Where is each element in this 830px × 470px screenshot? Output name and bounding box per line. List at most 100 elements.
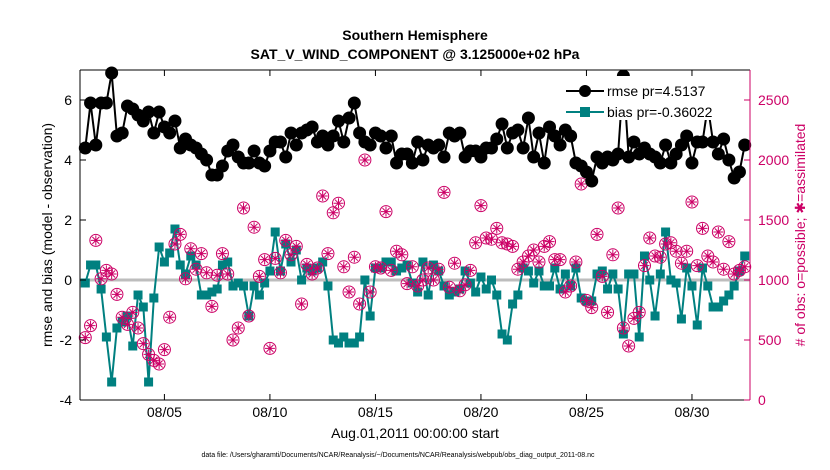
bias-point xyxy=(323,281,333,291)
assimilated-obs-point xyxy=(628,313,639,324)
possible-obs-point xyxy=(632,305,646,319)
assimilated-obs-point xyxy=(85,320,96,331)
bias-point xyxy=(502,335,512,345)
possible-obs-point xyxy=(279,233,293,247)
bias-point xyxy=(80,278,90,288)
assimilated-obs-point xyxy=(317,191,328,201)
rmse-point xyxy=(432,138,446,152)
assimilated-obs-point xyxy=(491,223,502,234)
assimilated-obs-point xyxy=(322,248,333,259)
assimilated-obs-point xyxy=(359,155,370,165)
bias-point xyxy=(587,296,597,306)
possible-obs-point xyxy=(205,299,219,313)
possible-obs-point xyxy=(690,259,704,273)
bias-point xyxy=(708,302,718,312)
bias-point xyxy=(196,290,206,300)
assimilated-obs-point xyxy=(375,263,386,273)
possible-obs-point xyxy=(643,231,657,245)
bias-point xyxy=(154,242,164,252)
plot-area xyxy=(80,70,750,400)
rmse-point xyxy=(258,159,272,173)
rmse-point xyxy=(142,105,156,119)
rmse-point xyxy=(564,129,578,143)
rmse-point xyxy=(105,66,119,80)
assimilated-obs-point xyxy=(117,312,128,323)
bias-point xyxy=(397,263,407,273)
assimilated-obs-point xyxy=(428,275,439,285)
assimilated-obs-point xyxy=(106,269,117,279)
rmse-point xyxy=(611,147,625,161)
assimilated-obs-point xyxy=(644,233,655,243)
assimilated-obs-point xyxy=(222,269,233,279)
rmse-point xyxy=(305,120,319,134)
bias-point xyxy=(560,269,570,279)
possible-obs-point xyxy=(273,266,287,280)
possible-obs-point xyxy=(163,310,177,324)
bias-point xyxy=(676,314,686,324)
possible-obs-point xyxy=(84,319,98,333)
possible-obs-point xyxy=(606,248,620,262)
assimilated-obs-point xyxy=(328,207,339,218)
rmse-point xyxy=(89,138,103,152)
bias-point xyxy=(138,302,148,312)
assimilated-obs-point xyxy=(370,261,381,272)
rmse-point xyxy=(722,153,736,167)
rmse-point xyxy=(437,150,451,164)
assimilated-obs-point xyxy=(718,264,729,275)
assimilated-obs-point xyxy=(96,273,107,284)
rmse-point xyxy=(500,141,514,155)
bias-point xyxy=(328,335,338,345)
assimilated-obs-point xyxy=(365,287,376,297)
assimilated-obs-point xyxy=(565,281,576,291)
rmse-point xyxy=(337,135,351,149)
possible-obs-point xyxy=(738,260,752,274)
rmse-point xyxy=(537,156,551,170)
bias-point xyxy=(133,290,143,300)
possible-obs-point xyxy=(242,309,256,323)
x-tick-label: 08/30 xyxy=(674,404,709,420)
assimilated-obs-point xyxy=(180,273,191,284)
rmse-point xyxy=(168,114,182,128)
assimilated-obs-point xyxy=(307,269,318,279)
obs-count-series xyxy=(78,153,752,371)
possible-obs-point xyxy=(579,293,593,307)
assimilated-obs-point xyxy=(497,237,508,248)
possible-obs-point xyxy=(674,256,688,270)
bias-point xyxy=(233,278,243,288)
bias-point xyxy=(645,275,655,285)
rmse-point xyxy=(411,135,425,149)
bias-point xyxy=(392,266,402,276)
assimilated-obs-point xyxy=(264,343,275,354)
bias-point xyxy=(613,284,623,294)
rmse-point xyxy=(215,159,229,173)
assimilated-obs-point xyxy=(576,179,587,189)
bias-point xyxy=(101,332,111,342)
assimilated-obs-point xyxy=(396,249,407,260)
assimilated-obs-point xyxy=(354,299,365,309)
bias-point xyxy=(523,266,533,276)
assimilated-obs-point xyxy=(486,234,497,245)
assimilated-obs-point xyxy=(433,264,444,275)
rmse-point xyxy=(379,141,393,155)
possible-obs-point xyxy=(252,269,266,283)
rmse-point xyxy=(326,129,340,143)
possible-obs-point xyxy=(543,235,557,249)
rmse-point xyxy=(521,111,535,125)
possible-obs-point xyxy=(200,266,214,280)
rmse-point xyxy=(84,96,98,110)
possible-obs-point xyxy=(194,247,208,261)
possible-obs-point xyxy=(184,242,198,256)
rmse-point xyxy=(405,156,419,170)
rmse-point xyxy=(99,96,113,110)
assimilated-obs-point xyxy=(507,241,518,252)
assimilated-obs-point xyxy=(127,307,138,318)
assimilated-obs-point xyxy=(412,281,423,291)
possible-obs-point xyxy=(321,247,335,261)
bias-point xyxy=(713,302,723,312)
bias-point xyxy=(740,251,750,261)
y-right-axis-label: # of obs: o=possible; ✱=assimilated xyxy=(792,124,808,347)
possible-obs-point xyxy=(131,321,145,335)
assimilated-obs-point xyxy=(291,241,302,252)
assimilated-obs-point xyxy=(169,239,180,249)
rmse-point xyxy=(163,126,177,140)
